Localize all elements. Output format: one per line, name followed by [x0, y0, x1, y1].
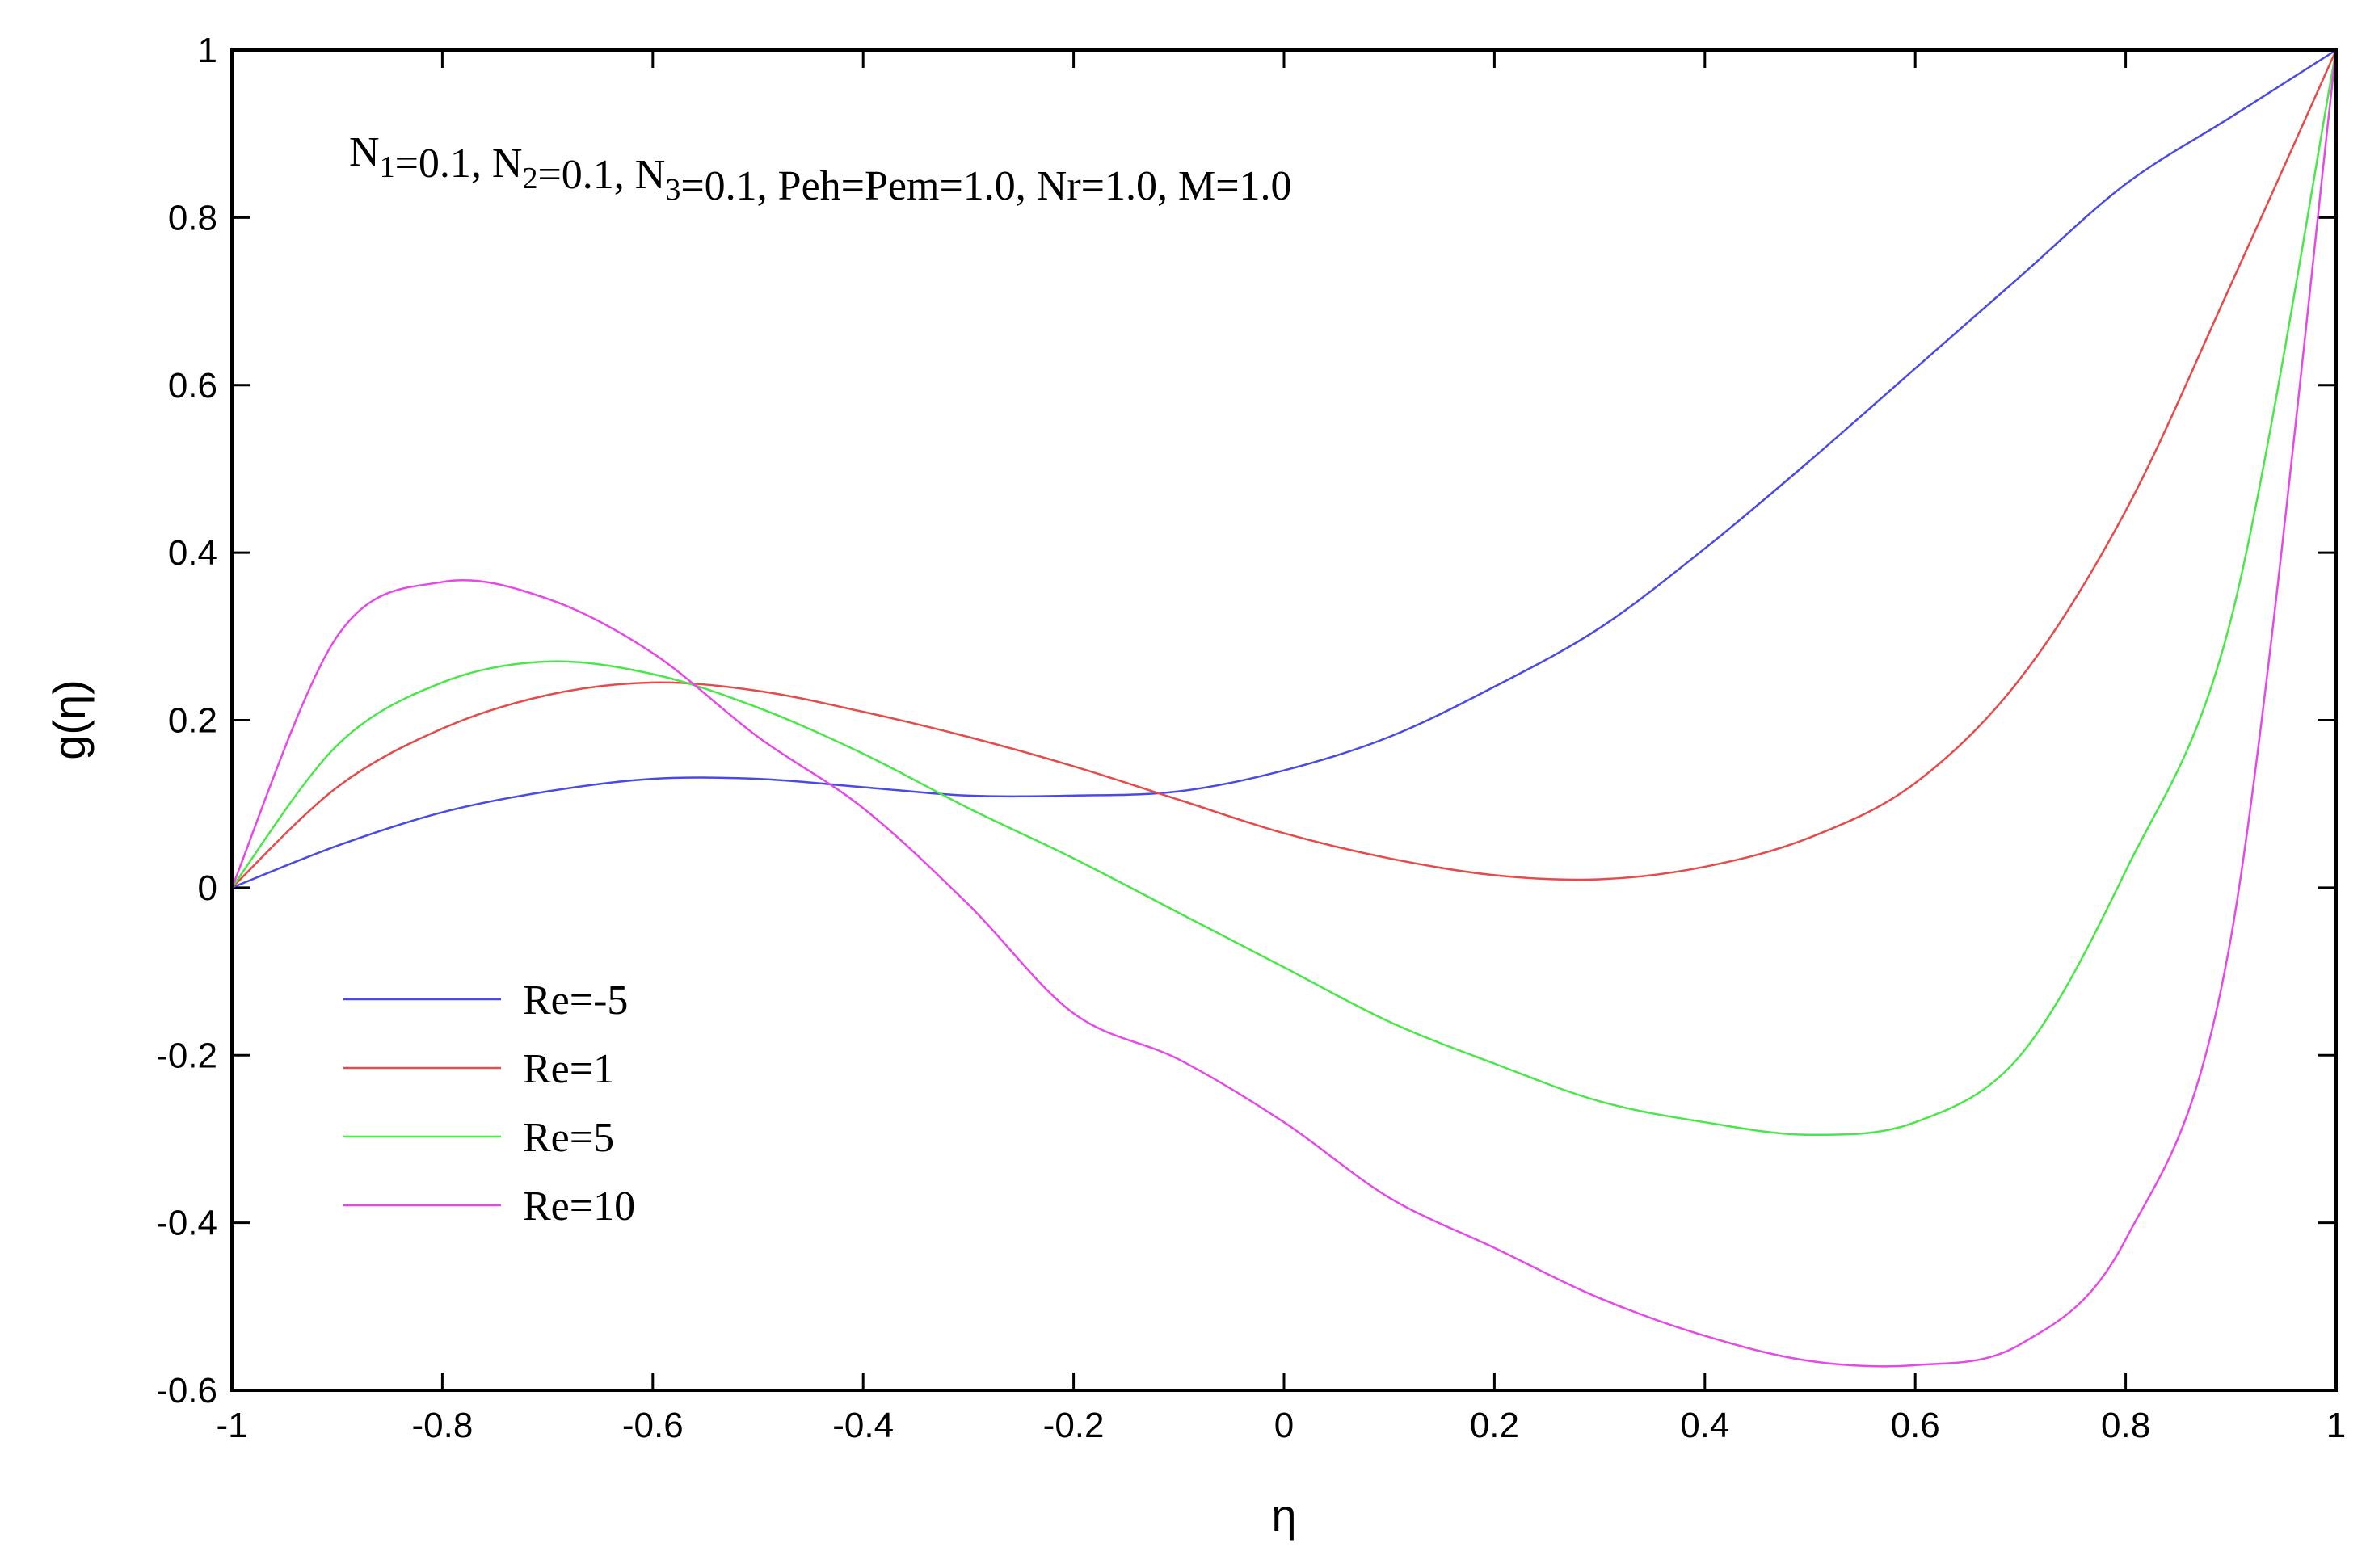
series-line-3 — [230, 49, 2338, 1137]
series-line-2 — [231, 49, 2338, 889]
y-tick-label: 0.6 — [168, 366, 217, 406]
x-tick-label: 1 — [2326, 1406, 2346, 1445]
legend-label: Re=1 — [523, 1046, 614, 1092]
legend-label: Re=10 — [523, 1183, 635, 1230]
x-tick-label: 0.6 — [1891, 1406, 1940, 1445]
legend: Re=-5 Re=1 Re=5 Re=10 — [343, 977, 635, 1230]
x-tick-label: -0.2 — [1043, 1406, 1105, 1445]
x-tick-labels: -1 -0.8 -0.6 -0.4 -0.2 0 0.2 0.4 0.6 0.8 1 — [216, 1406, 2346, 1445]
parameter-annotation: N1=0.1, N2=0.1, N3=0.1, Peh=Pem=1.0, Nr=… — [349, 129, 1292, 209]
legend-label: Re=5 — [523, 1115, 614, 1161]
y-axis-title: g(η) — [44, 679, 95, 760]
y-tick-label: -0.6 — [156, 1371, 217, 1410]
y-tick-label: 0.2 — [168, 701, 217, 741]
y-tick-label: -0.4 — [156, 1204, 217, 1243]
series-line-4 — [230, 49, 2338, 1368]
legend-label: Re=-5 — [523, 977, 628, 1024]
plot-frame — [230, 48, 2338, 1392]
y-tick-labels: -0.6 -0.4 -0.2 0 0.2 0.4 0.6 0.8 1 — [156, 31, 217, 1410]
y-tick-label: 0 — [198, 868, 217, 908]
x-tick-label: -0.6 — [622, 1406, 684, 1445]
x-tick-label: 0 — [1274, 1406, 1294, 1445]
x-tick-label: -1 — [216, 1406, 247, 1445]
x-tick-label: 0.4 — [1680, 1406, 1729, 1445]
x-tick-label: 0.2 — [1470, 1406, 1519, 1445]
series-line-1 — [231, 48, 2337, 889]
y-tick-label: -0.2 — [156, 1036, 217, 1075]
y-tick-label: 0.4 — [168, 533, 217, 573]
x-axis-title: η — [1271, 1490, 1296, 1541]
x-tick-label: -0.4 — [832, 1406, 894, 1445]
x-tick-label: 0.8 — [2101, 1406, 2150, 1445]
y-tick-label: 1 — [198, 31, 217, 70]
series-lines — [230, 48, 2338, 1368]
x-tick-label: -0.8 — [411, 1406, 473, 1445]
y-tick-label: 0.8 — [168, 198, 217, 238]
